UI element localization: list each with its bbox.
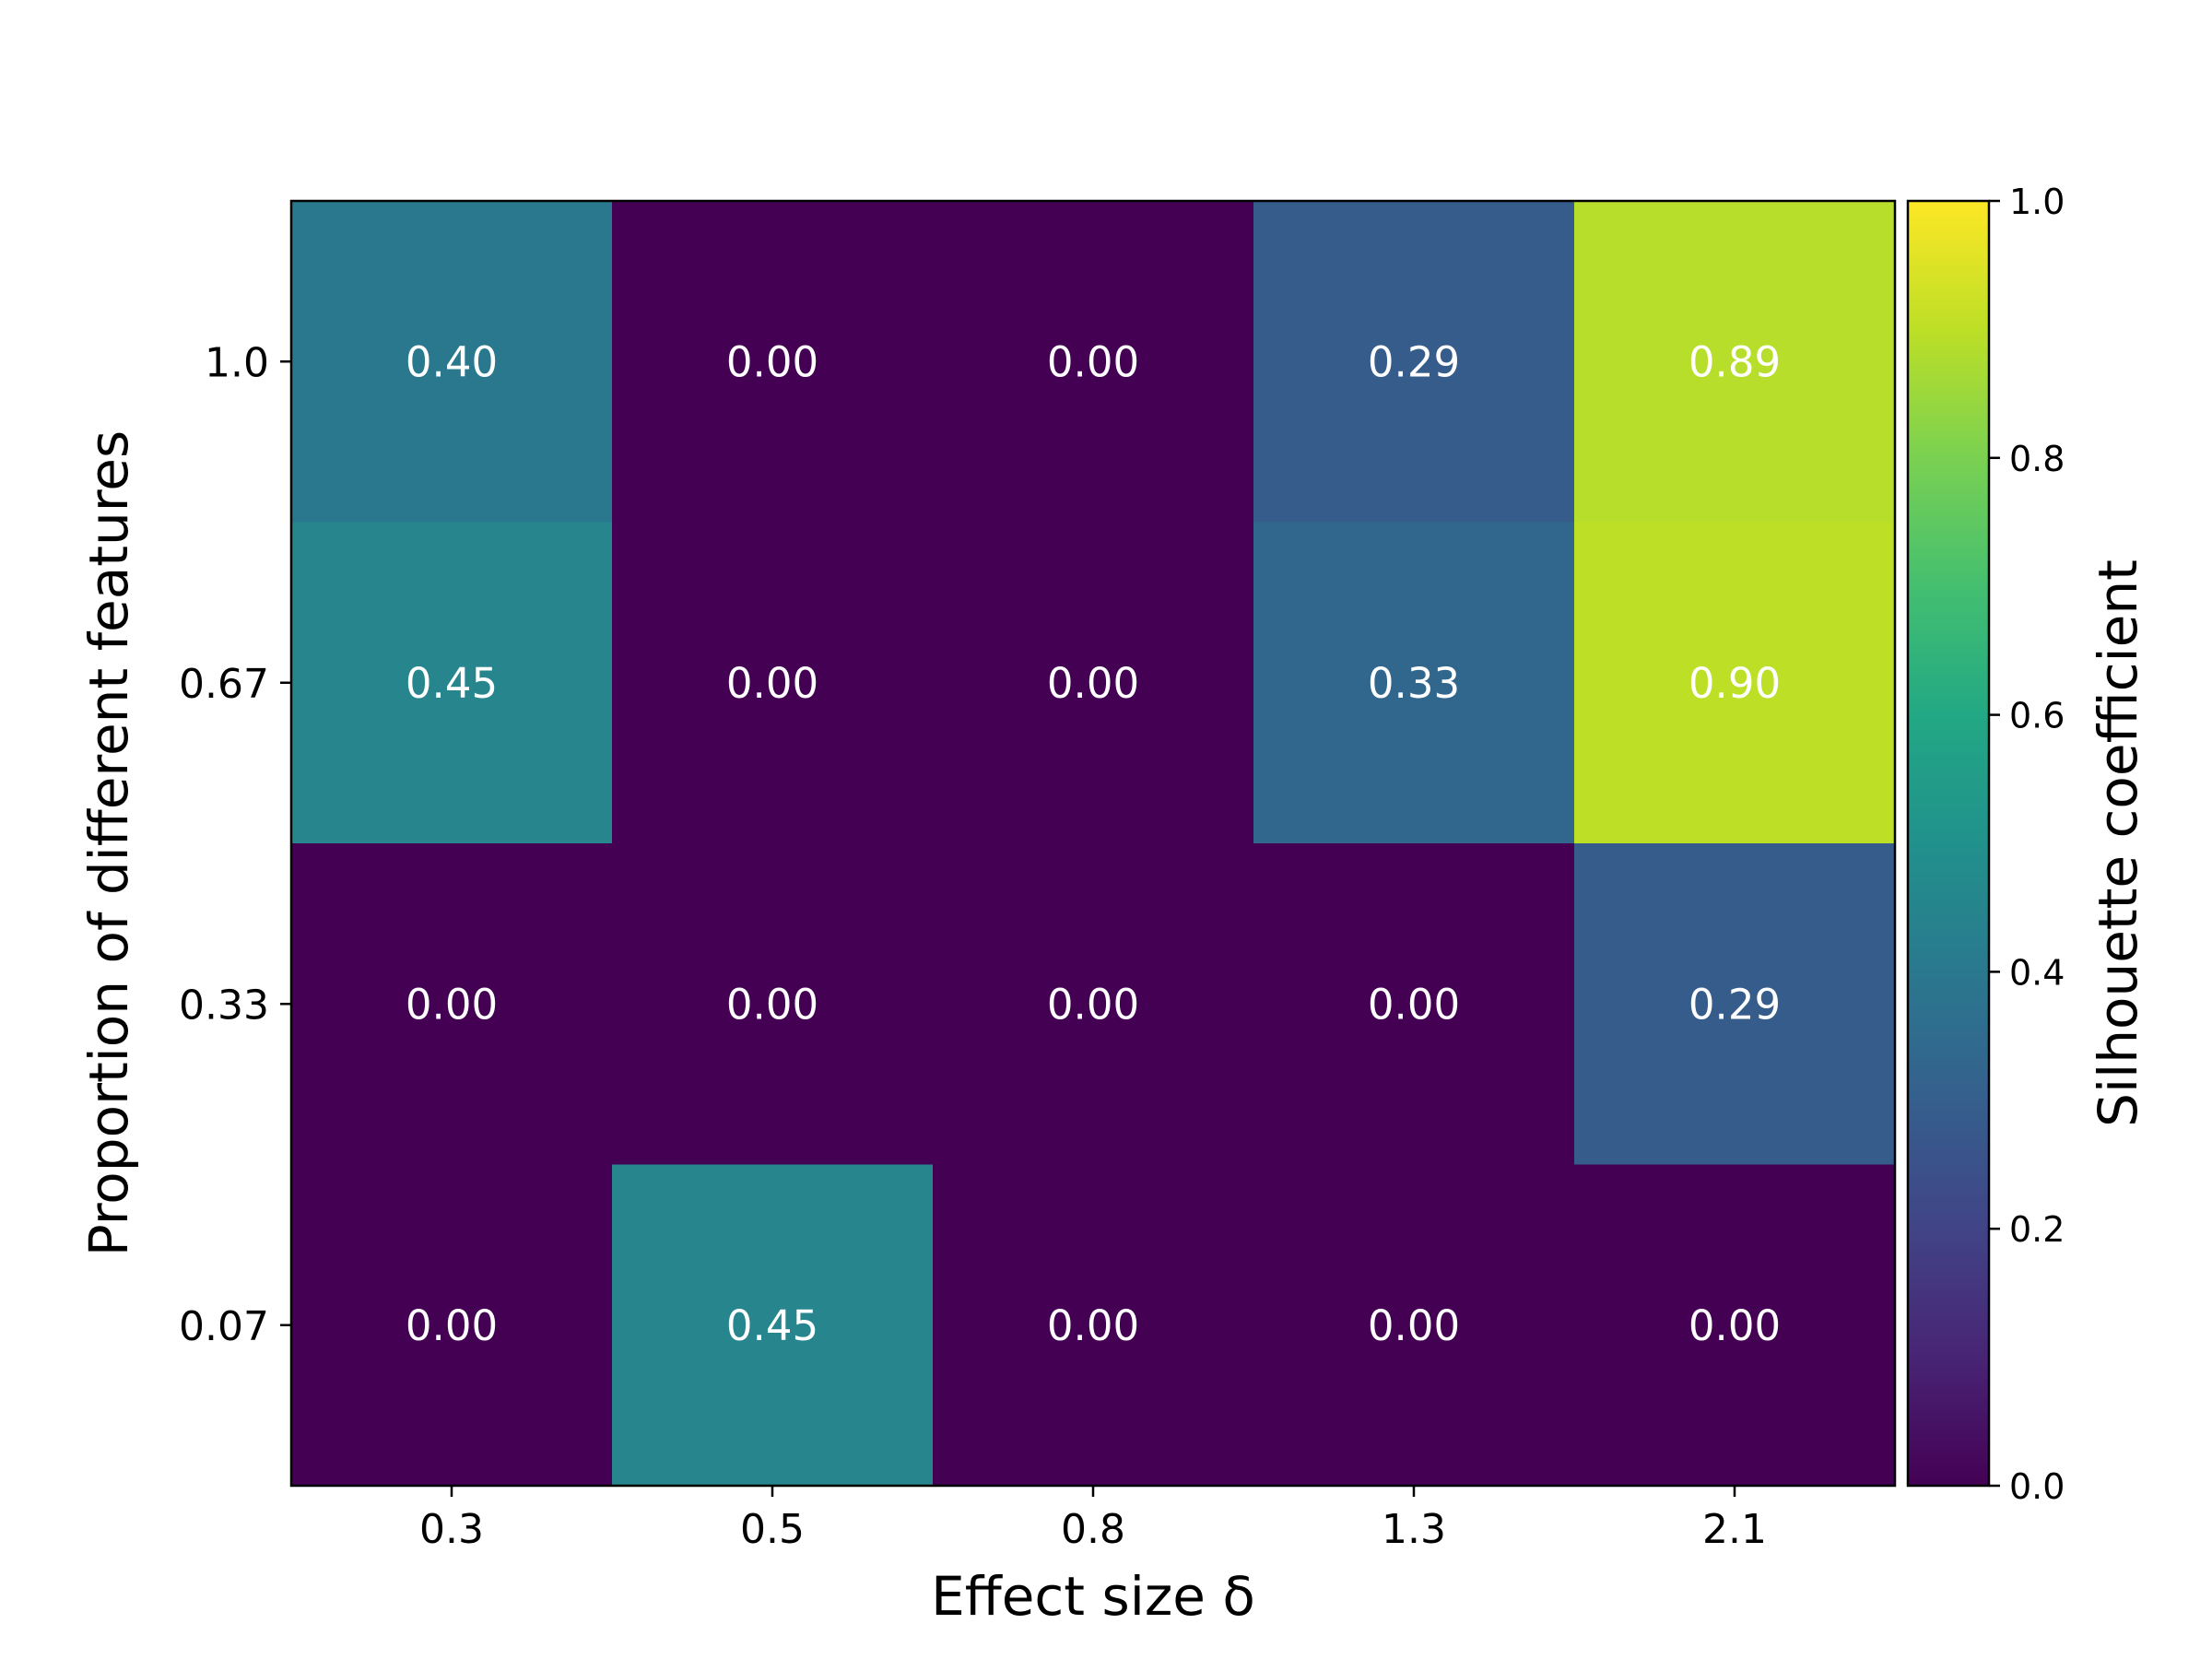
x-tick-label: 0.5 — [740, 1506, 805, 1553]
heatmap-cell — [1574, 201, 1896, 523]
cell-value-label: 0.00 — [1368, 980, 1460, 1029]
heatmap-cell — [1574, 1164, 1896, 1487]
x-tick-label: 0.3 — [419, 1506, 484, 1553]
x-tick-label: 0.8 — [1061, 1506, 1125, 1553]
heatmap-cell — [291, 201, 613, 523]
heatmap-cells — [291, 201, 1896, 1487]
y-axis-title: Proportion of different features — [77, 430, 140, 1256]
cell-value-label: 0.45 — [726, 1301, 818, 1350]
heatmap-cell — [291, 843, 613, 1165]
heatmap-cell — [1253, 843, 1575, 1165]
colorbar-ticks: 0.0 0.2 0.4 0.6 0.8 1.0 — [1989, 182, 2065, 1507]
cell-value-label: 0.00 — [1688, 1301, 1781, 1350]
x-tick-label: 2.1 — [1702, 1506, 1767, 1553]
x-tick-label: 1.3 — [1382, 1506, 1446, 1553]
colorbar-tick-label: 0.8 — [2009, 439, 2065, 479]
heatmap-cell — [612, 522, 934, 844]
y-tick-label: 0.07 — [179, 1303, 269, 1350]
cell-value-label: 0.90 — [1688, 659, 1781, 708]
heatmap-cell — [933, 201, 1254, 523]
colorbar — [1906, 199, 1991, 1488]
heatmap-cell — [1253, 1164, 1575, 1487]
colorbar-title: Silhouette coefficient — [2087, 559, 2149, 1127]
cell-value-label: 0.00 — [726, 337, 818, 386]
cell-value-label: 0.00 — [1047, 980, 1139, 1029]
heatmap-cell — [1574, 522, 1896, 844]
cell-value-label: 0.89 — [1688, 337, 1781, 386]
cell-value-label: 0.40 — [406, 337, 498, 386]
y-tick-label: 0.33 — [179, 982, 269, 1029]
cell-value-label: 0.33 — [1368, 659, 1460, 708]
cell-value-label: 0.45 — [406, 659, 498, 708]
heatmap-cell — [933, 522, 1254, 844]
heatmap-cell — [612, 1164, 934, 1487]
cell-value-label: 0.29 — [1368, 337, 1460, 386]
heatmap-cell — [1253, 522, 1575, 844]
heatmap-cell — [612, 201, 934, 523]
cell-value-label: 0.00 — [1047, 659, 1139, 708]
cell-value-label: 0.29 — [1688, 980, 1781, 1029]
colorbar-tick-label: 1.0 — [2009, 182, 2065, 222]
heatmap-cell — [291, 522, 613, 844]
colorbar-tick-label: 0.0 — [2009, 1466, 2065, 1507]
colorbar-tick-label: 0.6 — [2009, 696, 2065, 736]
heatmap-cell — [1574, 843, 1896, 1165]
colorbar-tick-label: 0.2 — [2009, 1209, 2065, 1250]
cell-value-label: 0.00 — [1047, 337, 1139, 386]
y-tick-label: 0.67 — [179, 661, 269, 708]
heatmap-cell — [933, 1164, 1254, 1487]
y-axis-ticks: 1.0 0.67 0.33 0.07 — [179, 339, 291, 1350]
colorbar-tick-label: 0.4 — [2009, 952, 2065, 993]
x-axis-title: Effect size δ — [931, 1565, 1255, 1628]
cell-value-label: 0.00 — [406, 1301, 498, 1350]
heatmap-cell — [933, 843, 1254, 1165]
x-axis-ticks: 0.3 0.5 0.8 1.3 2.1 — [419, 1486, 1767, 1553]
heatmap-cell — [1253, 201, 1575, 523]
cell-value-label: 0.00 — [726, 659, 818, 708]
heatmap-cell — [612, 843, 934, 1165]
cell-value-label: 0.00 — [1047, 1301, 1139, 1350]
cell-value-label: 0.00 — [1368, 1301, 1460, 1350]
y-tick-label: 1.0 — [205, 339, 269, 386]
heatmap-cell — [291, 1164, 613, 1487]
cell-value-label: 0.00 — [726, 980, 818, 1029]
cell-value-label: 0.00 — [406, 980, 498, 1029]
heatmap-cell-labels: 0.40 0.00 0.00 0.29 0.89 0.45 0.00 0.00 0.33 0.90… — [406, 337, 1781, 1350]
